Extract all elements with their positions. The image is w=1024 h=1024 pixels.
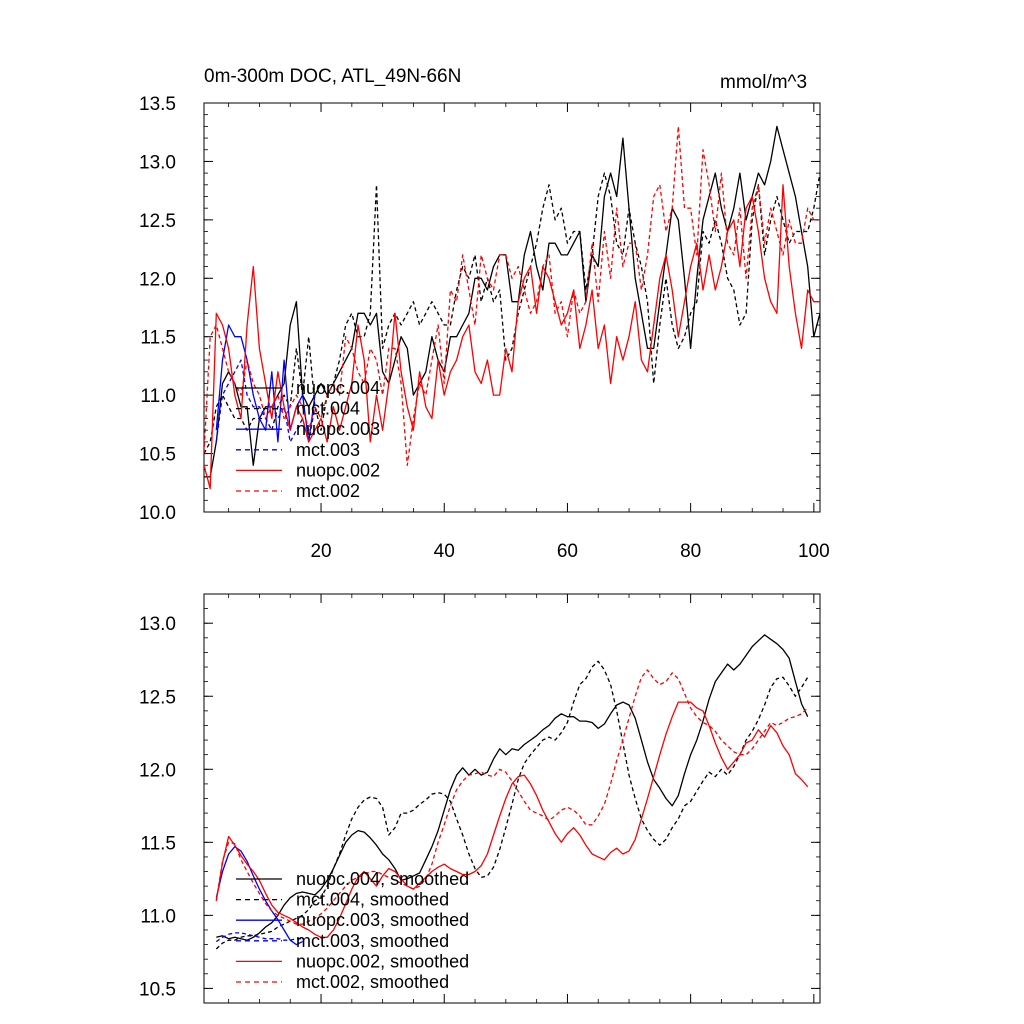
series-line-mct-004	[204, 172, 820, 454]
y-tick-label: 13.5	[139, 94, 176, 115]
x-tick-label: 60	[557, 541, 578, 562]
legend: nuopc.004mct.004nuopc.003mct.003nuopc.00…	[236, 378, 380, 501]
chart-panel-2: 10.5 11.0 11.5 12.0 12.5 13.0 nuopc.004, smoot…	[139, 593, 821, 1004]
y-tick-label: 13.0	[139, 614, 176, 635]
top-chart-units: mmol/m^3	[720, 72, 808, 93]
y-tick-label: 12.0	[139, 269, 176, 290]
y-tick-label: 12.5	[139, 687, 176, 708]
x-tick-label: 80	[680, 541, 701, 562]
series-line-mct-004-smoothed	[215, 660, 809, 950]
legend-label: nuopc.004	[296, 378, 380, 398]
y-tick-label: 12.0	[139, 760, 176, 781]
y-tick-label: 11.0	[140, 906, 176, 927]
legend-label: mct.002, smoothed	[296, 972, 449, 992]
series-line-mct-002-smoothed	[215, 669, 809, 925]
x-tick-label: 40	[434, 541, 455, 562]
y-tick-label: 10.0	[139, 503, 176, 524]
legend-label: nuopc.002	[296, 460, 380, 480]
legend-label: nuopc.003	[296, 419, 380, 439]
series-line-mct-003-smoothed	[215, 932, 303, 943]
y-tick-label: 12.5	[139, 211, 176, 232]
legend-label: mct.004, smoothed	[296, 890, 449, 910]
series-line-nuopc-002-smoothed	[215, 701, 809, 938]
series-line-nuopc-003-smoothed	[215, 846, 303, 946]
y-tick-label: 11.5	[140, 328, 176, 349]
y-tick-label: 13.0	[139, 152, 176, 173]
series-line-nuopc-003	[215, 324, 316, 443]
top-chart-title: 0m-300m DOC, ATL_49N-66N	[204, 66, 462, 87]
y-tick-label: 10.5	[139, 979, 176, 1000]
legend-label: nuopc.002, smoothed	[296, 951, 469, 971]
legend-label: mct.002	[296, 481, 360, 501]
legend-label: nuopc.004, smoothed	[296, 869, 469, 889]
x-tick-label: 20	[310, 541, 331, 562]
y-tick-label: 11.0	[140, 386, 176, 407]
chart-panel-1: 10.0 10.5 11.0 11.5 12.0 12.5 13.0 13.5 20 40 60 80…	[139, 94, 830, 562]
legend-label: mct.004	[296, 399, 360, 419]
plot-frame	[203, 102, 821, 513]
series-line-nuopc-004-smoothed	[216, 634, 809, 941]
x-tick-label: 100	[798, 541, 830, 562]
y-tick-label: 11.5	[140, 833, 176, 854]
legend-label: mct.003, smoothed	[296, 931, 449, 951]
legend-label: nuopc.003, smoothed	[296, 910, 469, 930]
y-tick-label: 10.5	[139, 445, 176, 466]
legend-label: mct.003	[296, 440, 360, 460]
series-line-mct-002	[204, 125, 820, 466]
series-line-nuopc-002	[204, 184, 820, 490]
series-line-nuopc-004	[204, 125, 820, 478]
